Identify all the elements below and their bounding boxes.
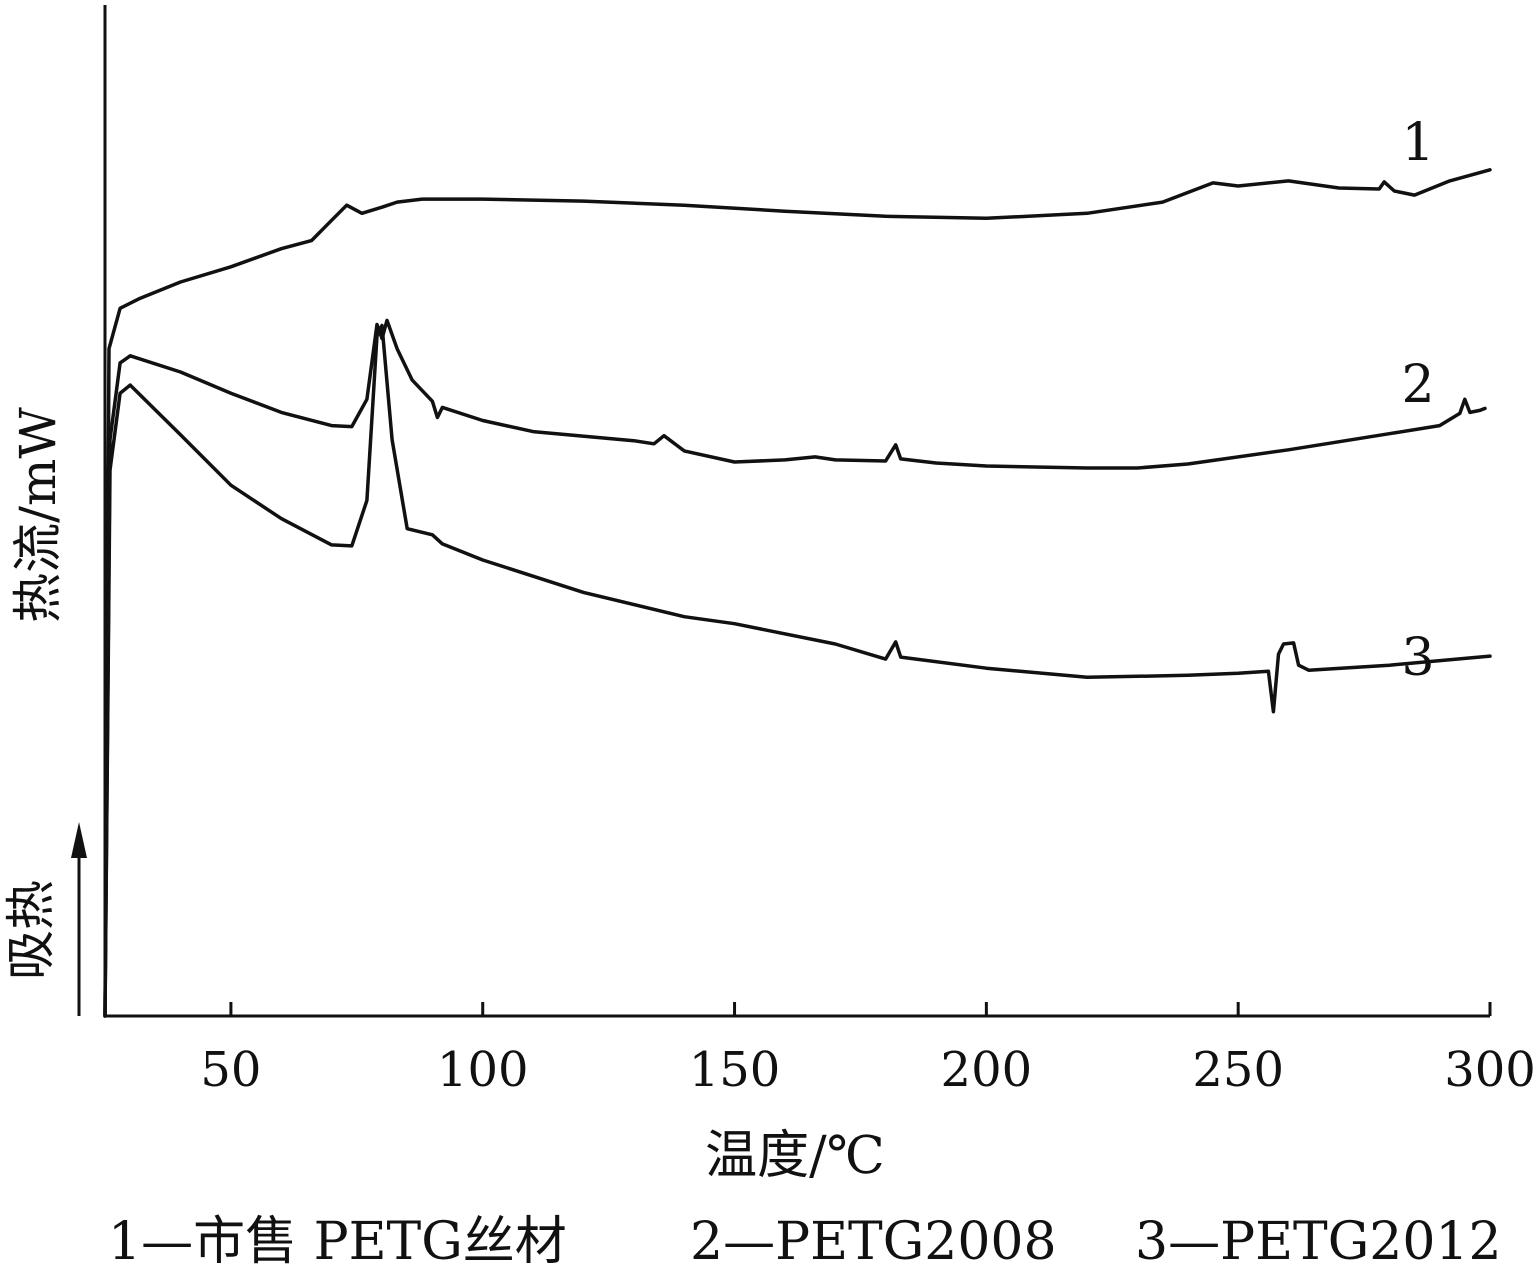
endothermic-direction-label: 吸热 bbox=[2, 880, 60, 980]
x-tick-label: 50 bbox=[200, 1042, 261, 1098]
curve-labels: 1 2 3 bbox=[1401, 113, 1434, 688]
curve-label-1: 1 bbox=[1401, 113, 1434, 173]
legend: 1—市售 PETG丝材 2—PETG2008 3—PETG2012 bbox=[0, 1210, 1538, 1280]
series-line-1 bbox=[103, 168, 1492, 1018]
x-tick-label: 100 bbox=[437, 1042, 529, 1098]
series-line-2 bbox=[103, 318, 1487, 1018]
series-lines bbox=[103, 168, 1492, 1018]
endothermic-arrow-icon bbox=[71, 822, 87, 1016]
x-tick-label: 150 bbox=[689, 1042, 781, 1098]
x-axis-title: 温度/℃ bbox=[705, 1126, 885, 1186]
x-ticks: 50 100 150 200 250 300 bbox=[200, 1002, 1536, 1098]
legend-entry-1: 1—市售 PETG丝材 bbox=[108, 1212, 567, 1272]
curve-label-2: 2 bbox=[1401, 355, 1434, 415]
legend-entry-2: 2—PETG2008 bbox=[690, 1212, 1057, 1272]
series-line-3 bbox=[103, 323, 1492, 1018]
axes bbox=[103, 5, 1490, 1018]
x-tick-label: 250 bbox=[1192, 1042, 1284, 1098]
x-tick-label: 200 bbox=[941, 1042, 1033, 1098]
y-axis-title: 热流/mW bbox=[9, 407, 67, 623]
x-tick-label: 300 bbox=[1444, 1042, 1536, 1098]
curve-label-3: 3 bbox=[1401, 628, 1434, 688]
legend-entry-3: 3—PETG2012 bbox=[1135, 1212, 1502, 1272]
